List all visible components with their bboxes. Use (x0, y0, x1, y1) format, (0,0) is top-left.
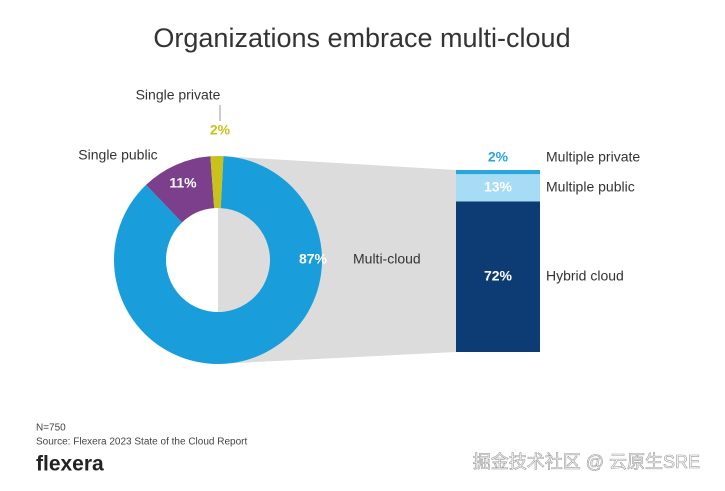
donut-slice (113, 156, 322, 365)
category-label: Multiple private (546, 149, 640, 165)
category-label: Multiple public (546, 178, 635, 194)
category-label: Hybrid cloud (546, 267, 624, 283)
watermark: 掘金技术社区 @ 云原生SRE (473, 452, 700, 472)
chart-title: Organizations embrace multi-cloud (153, 23, 570, 53)
donut-slice (146, 156, 215, 223)
value-label: 13% (484, 178, 513, 194)
category-label: Single private (136, 87, 221, 103)
plot: 87% Multi-cloud 11% Single public 2% Single p… (78, 87, 640, 365)
value-label: 2% (488, 149, 509, 165)
bar-segment (456, 170, 540, 175)
value-label: 87% (299, 251, 328, 267)
category-label: Single public (78, 147, 157, 163)
logo: flexera (36, 453, 104, 476)
value-label: 2% (210, 122, 231, 138)
bar-segment (456, 174, 540, 202)
value-label: 11% (169, 175, 197, 191)
source: Source: Flexera 2023 State of the Cloud … (36, 437, 247, 448)
value-label: 72% (484, 267, 513, 283)
bar-segment (456, 201, 540, 352)
donut-slice (210, 156, 224, 209)
note: N=750 (36, 423, 66, 434)
category-label: Multi-cloud (353, 251, 421, 267)
